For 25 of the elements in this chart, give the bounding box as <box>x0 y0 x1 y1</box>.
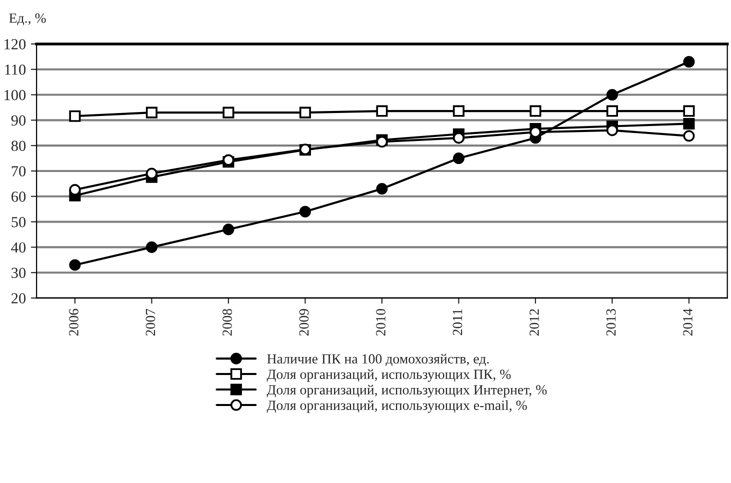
x-tick-label: 2010 <box>376 308 386 336</box>
y-tick-label: 80 <box>11 140 26 152</box>
y-tick-label: 100 <box>4 90 26 100</box>
y-tick-label: 30 <box>12 268 26 278</box>
legend-label: Доля организаций, использующих ПК, % <box>266 369 511 382</box>
legend-label: Доля организаций, использующих e-mail, % <box>266 400 527 413</box>
legend-label: Доля организаций, использующих Интернет, % <box>266 384 547 398</box>
x-tick-label: 2006 <box>69 308 78 336</box>
x-tick-label: 2008 <box>222 308 232 336</box>
x-tick-label: 2009 <box>299 308 309 336</box>
y-tick-label: 110 <box>5 64 26 75</box>
y-tick-label: 120 <box>4 39 26 50</box>
x-tick-label: 2011 <box>452 309 462 336</box>
x-tick-label: 2012 <box>530 309 539 336</box>
y-tick-label: 90 <box>11 115 26 126</box>
x-tick-label: 2007 <box>146 308 156 336</box>
y-tick-label: 60 <box>12 192 26 202</box>
x-tick-label: 2013 <box>606 308 616 336</box>
y-tick-label: 50 <box>12 216 26 228</box>
legend-label: Наличие ПК на 100 домохозяйств, ед. <box>267 354 489 366</box>
x-tick-label: 2014 <box>683 308 692 336</box>
y-tick-label: 70 <box>12 166 26 176</box>
y-tick-label: 20 <box>12 293 26 304</box>
y-tick-label: 40 <box>11 242 26 253</box>
y-axis-title: Ед., % <box>9 13 46 26</box>
